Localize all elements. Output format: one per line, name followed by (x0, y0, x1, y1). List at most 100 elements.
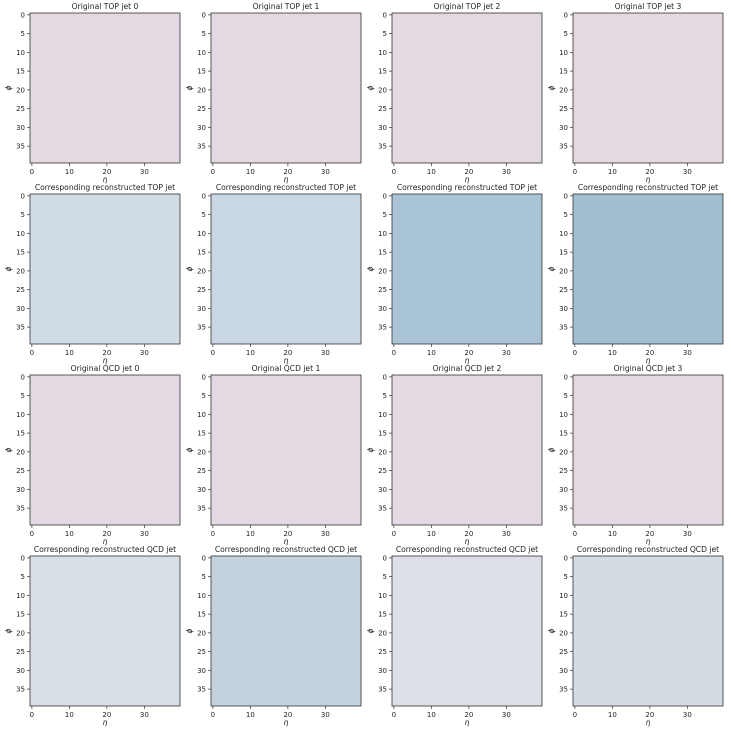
panel-title: Original TOP jet 1 (253, 2, 320, 11)
y-tick-label: 5 (564, 30, 568, 38)
x-tick-label: 30 (140, 168, 149, 176)
x-axis-label: η (103, 356, 108, 365)
panel-title: Corresponding reconstructed QCD jet (577, 545, 719, 554)
heatmap-panel-3: Original TOP jet 3 0 10 20 30 0 5 10 15 20 25 30 35 η… (547, 2, 724, 184)
x-tick-label: 10 (427, 349, 436, 357)
y-axis-label: ϕ (547, 447, 556, 452)
heatmap-background (30, 556, 180, 706)
x-axis-label: η (646, 175, 651, 184)
y-tick-label: 10 (378, 411, 387, 419)
x-tick-label: 10 (427, 530, 436, 538)
y-tick-label: 15 (197, 430, 206, 438)
axes-frame (572, 555, 724, 707)
y-tick-label: 5 (383, 573, 387, 581)
y-tick-label: 5 (21, 392, 25, 400)
x-tick-label: 10 (246, 168, 255, 176)
y-tick-label: 30 (197, 124, 206, 132)
x-tick-label: 0 (392, 711, 396, 719)
panel-title: Original TOP jet 2 (434, 2, 501, 11)
x-axis-label: η (103, 175, 108, 184)
axes-frame (391, 12, 543, 164)
x-tick-label: 20 (102, 349, 111, 357)
y-axis-label: ϕ (4, 628, 13, 633)
panel-title: Corresponding reconstructed TOP jet (397, 183, 537, 192)
x-tick-label: 30 (321, 530, 330, 538)
axes-frame (391, 555, 543, 707)
x-tick-label: 0 (573, 711, 577, 719)
x-tick-label: 20 (102, 530, 111, 538)
panel-title: Corresponding reconstructed QCD jet (34, 545, 176, 554)
y-tick-label: 35 (16, 324, 25, 332)
y-tick-label: 25 (197, 105, 206, 113)
x-tick-label: 30 (140, 530, 149, 538)
x-tick-label: 10 (65, 711, 74, 719)
y-tick-label: 20 (378, 448, 387, 456)
y-tick-label: 10 (559, 592, 568, 600)
y-tick-label: 35 (559, 505, 568, 513)
axes-frame (29, 374, 181, 526)
y-tick-label: 20 (559, 448, 568, 456)
y-tick-label: 25 (559, 105, 568, 113)
y-tick-label: 5 (383, 211, 387, 219)
heatmap-background (573, 375, 723, 525)
panel-title: Original QCD jet 0 (71, 364, 140, 373)
y-tick-label: 10 (559, 411, 568, 419)
y-tick-label: 5 (21, 573, 25, 581)
y-tick-label: 35 (378, 686, 387, 694)
y-tick-label: 10 (16, 230, 25, 238)
heatmap-panel-13: Corresponding reconstructed QCD jet 0 10 20… (185, 545, 362, 727)
y-tick-label: 25 (378, 286, 387, 294)
y-tick-label: 0 (21, 373, 25, 381)
y-tick-label: 35 (197, 324, 206, 332)
x-tick-label: 20 (645, 530, 654, 538)
y-tick-label: 0 (202, 554, 206, 562)
y-tick-label: 15 (16, 430, 25, 438)
y-tick-label: 15 (559, 249, 568, 257)
x-tick-label: 30 (683, 530, 692, 538)
heatmap-background (211, 194, 361, 344)
x-tick-label: 0 (30, 349, 34, 357)
y-tick-label: 35 (559, 324, 568, 332)
panel-title: Corresponding reconstructed TOP jet (216, 183, 356, 192)
x-tick-label: 30 (683, 711, 692, 719)
heatmap-background (573, 13, 723, 163)
y-tick-label: 25 (16, 286, 25, 294)
x-tick-label: 20 (102, 711, 111, 719)
y-tick-label: 35 (16, 143, 25, 151)
y-tick-label: 20 (197, 629, 206, 637)
axes-frame (572, 374, 724, 526)
heatmap-panel-0: Original TOP jet 0 0 10 20 30 0 5 10 15 20 25 30 35 η… (4, 2, 181, 184)
y-tick-label: 35 (16, 686, 25, 694)
x-tick-label: 20 (464, 530, 473, 538)
y-tick-label: 0 (202, 11, 206, 19)
heatmap-panel-11: Original QCD jet 3 0 10 20 30 0 5 10 15 20 25 30 35 η… (547, 364, 724, 546)
y-tick-label: 25 (559, 467, 568, 475)
x-tick-label: 10 (65, 349, 74, 357)
y-tick-label: 0 (21, 554, 25, 562)
y-tick-label: 35 (378, 324, 387, 332)
x-axis-label: η (465, 356, 470, 365)
y-tick-label: 5 (564, 392, 568, 400)
y-tick-label: 10 (197, 49, 206, 57)
y-tick-label: 15 (197, 249, 206, 257)
y-tick-label: 0 (564, 554, 568, 562)
heatmap-panel-14: Corresponding reconstructed QCD jet 0 10 20… (366, 545, 543, 727)
x-axis-label: η (103, 718, 108, 727)
x-tick-label: 10 (608, 711, 617, 719)
y-tick-label: 0 (383, 373, 387, 381)
y-tick-label: 35 (378, 143, 387, 151)
y-tick-label: 25 (378, 648, 387, 656)
x-axis-label: η (284, 356, 289, 365)
axes-frame (210, 555, 362, 707)
y-tick-label: 30 (559, 486, 568, 494)
y-tick-label: 30 (16, 124, 25, 132)
y-axis-label: ϕ (366, 628, 375, 633)
x-tick-label: 10 (608, 349, 617, 357)
x-axis-label: η (103, 537, 108, 546)
y-axis-label: ϕ (185, 266, 194, 271)
x-tick-label: 20 (283, 168, 292, 176)
heatmap-panel-9: Original QCD jet 1 0 10 20 30 0 5 10 15 20 25 30 35 η… (185, 364, 362, 546)
y-tick-label: 10 (197, 230, 206, 238)
y-tick-label: 25 (197, 648, 206, 656)
heatmap-background (573, 194, 723, 344)
